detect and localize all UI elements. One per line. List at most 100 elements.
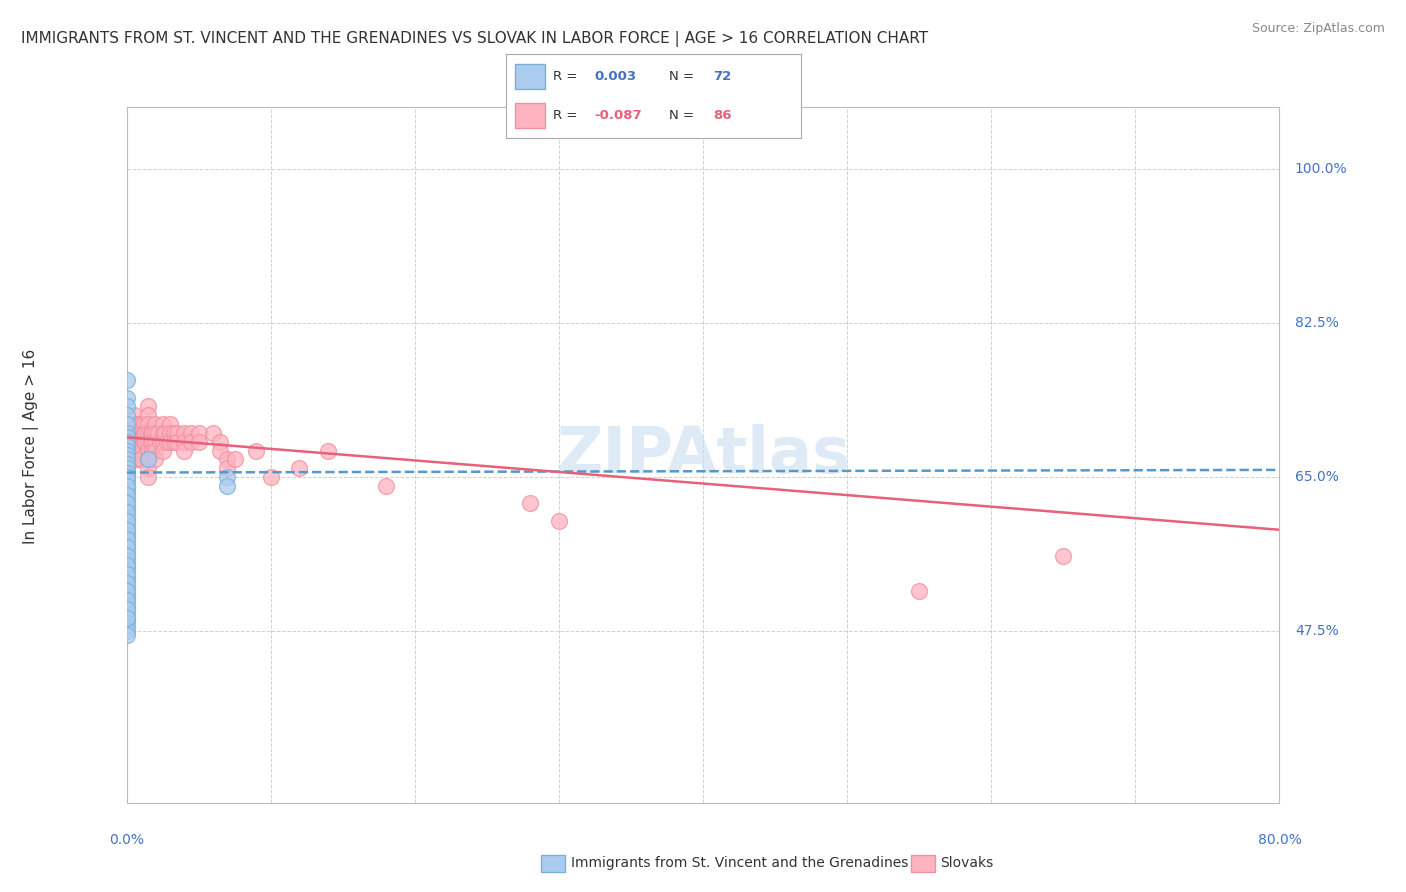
Point: [115, 575, 138, 590]
Point: [125, 425, 148, 440]
Point: [115, 430, 138, 444]
Point: [1052, 549, 1074, 564]
Point: [152, 443, 174, 458]
Point: [115, 514, 138, 528]
Point: [115, 558, 138, 572]
Point: [115, 549, 138, 564]
Point: [115, 541, 138, 555]
Point: [259, 470, 281, 484]
Point: [115, 514, 138, 528]
Point: [245, 443, 267, 458]
Point: [136, 461, 159, 475]
Text: R =: R =: [554, 109, 582, 122]
Point: [115, 541, 138, 555]
Point: [115, 491, 138, 506]
Text: Source: ZipAtlas.com: Source: ZipAtlas.com: [1251, 22, 1385, 36]
Point: [129, 452, 152, 467]
Point: [136, 452, 159, 467]
Point: [115, 553, 138, 567]
Point: [122, 409, 145, 423]
Text: -0.087: -0.087: [595, 109, 643, 122]
Point: [141, 434, 163, 449]
Point: [115, 611, 138, 625]
Point: [115, 470, 138, 484]
Point: [209, 434, 232, 449]
Point: [152, 434, 174, 449]
Point: [115, 443, 138, 458]
Point: [132, 425, 155, 440]
Point: [115, 532, 138, 546]
Text: N =: N =: [669, 70, 697, 83]
Text: IMMIGRANTS FROM ST. VINCENT AND THE GRENADINES VS SLOVAK IN LABOR FORCE | AGE > : IMMIGRANTS FROM ST. VINCENT AND THE GREN…: [21, 31, 928, 47]
Point: [115, 439, 138, 453]
Text: 100.0%: 100.0%: [1295, 161, 1347, 176]
Point: [115, 580, 138, 594]
Point: [136, 452, 159, 467]
Point: [136, 434, 159, 449]
Point: [115, 457, 138, 471]
Point: [136, 443, 159, 458]
Point: [139, 425, 162, 440]
Point: [122, 434, 145, 449]
Point: [120, 434, 142, 449]
Point: [155, 425, 177, 440]
Point: [115, 509, 138, 524]
Point: [115, 487, 138, 501]
Point: [134, 425, 156, 440]
Text: 86: 86: [713, 109, 731, 122]
Point: [180, 434, 202, 449]
Point: [159, 434, 181, 449]
Point: [115, 593, 138, 607]
Point: [173, 425, 195, 440]
Point: [145, 425, 166, 440]
Point: [908, 584, 931, 599]
Point: [115, 558, 138, 572]
Point: [115, 452, 138, 467]
Point: [136, 409, 159, 423]
Point: [115, 523, 138, 537]
Point: [115, 523, 138, 537]
Text: 82.5%: 82.5%: [1295, 316, 1339, 330]
Text: ZIPAtlas: ZIPAtlas: [555, 424, 851, 486]
Point: [127, 434, 149, 449]
Point: [145, 443, 166, 458]
Point: [115, 549, 138, 564]
Point: [134, 434, 156, 449]
Point: [115, 434, 138, 449]
Point: [136, 425, 159, 440]
Text: In Labor Force | Age > 16: In Labor Force | Age > 16: [22, 349, 39, 543]
Point: [115, 624, 138, 638]
Point: [136, 417, 159, 431]
Point: [115, 373, 138, 387]
Point: [115, 487, 138, 501]
Point: [217, 452, 239, 467]
Point: [115, 409, 138, 423]
Point: [115, 475, 138, 489]
Point: [115, 452, 138, 467]
Point: [115, 466, 138, 480]
Point: [548, 514, 571, 528]
Point: [209, 443, 232, 458]
Point: [141, 443, 163, 458]
Point: [115, 584, 138, 599]
Point: [115, 536, 138, 550]
Text: 65.0%: 65.0%: [1295, 470, 1339, 484]
Point: [115, 479, 138, 493]
Point: [115, 593, 138, 607]
Point: [224, 452, 246, 467]
Point: [139, 434, 162, 449]
Point: [115, 391, 138, 405]
Point: [115, 470, 138, 484]
Point: [115, 628, 138, 642]
Point: [152, 425, 174, 440]
Point: [129, 443, 152, 458]
Point: [115, 566, 138, 581]
Point: [129, 417, 152, 431]
Point: [125, 452, 148, 467]
Point: [132, 434, 155, 449]
Point: [115, 527, 138, 541]
Point: [120, 443, 142, 458]
Point: [115, 611, 138, 625]
Point: [145, 417, 166, 431]
Point: [217, 479, 239, 493]
